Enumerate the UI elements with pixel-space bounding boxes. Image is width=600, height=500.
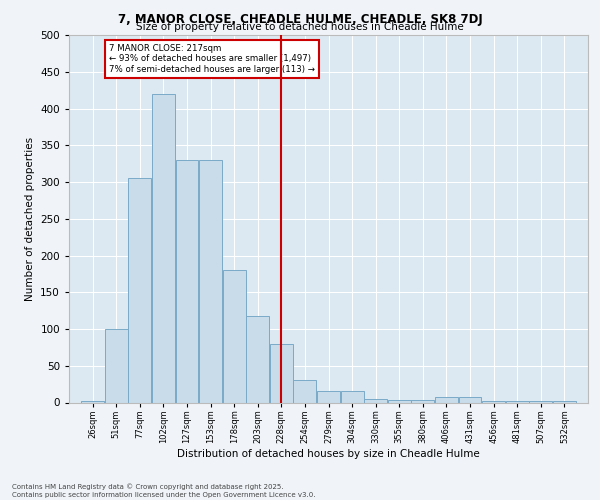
Bar (364, 399, 387, 402)
Bar (317, 390, 340, 402)
Bar (81, 401, 104, 402)
Bar (128, 178, 151, 402)
Text: 7 MANOR CLOSE: 217sqm
← 93% of detached houses are smaller (1,497)
7% of semi-de: 7 MANOR CLOSE: 217sqm ← 93% of detached … (109, 44, 315, 74)
Bar (553, 401, 576, 402)
Bar (458, 398, 481, 402)
Bar (529, 401, 552, 402)
Bar (270, 344, 293, 402)
Bar (341, 390, 364, 402)
Bar (176, 160, 199, 402)
Bar (152, 94, 175, 402)
Text: Contains HM Land Registry data © Crown copyright and database right 2025.
Contai: Contains HM Land Registry data © Crown c… (12, 484, 316, 498)
Bar (223, 270, 245, 402)
Bar (506, 401, 529, 402)
Text: Size of property relative to detached houses in Cheadle Hulme: Size of property relative to detached ho… (136, 22, 464, 32)
Bar (435, 398, 458, 402)
Text: 7, MANOR CLOSE, CHEADLE HULME, CHEADLE, SK8 7DJ: 7, MANOR CLOSE, CHEADLE HULME, CHEADLE, … (118, 12, 482, 26)
Bar (482, 401, 505, 402)
Bar (293, 380, 316, 402)
Bar (412, 400, 434, 402)
X-axis label: Distribution of detached houses by size in Cheadle Hulme: Distribution of detached houses by size … (177, 449, 480, 459)
Bar (105, 329, 128, 402)
Bar (246, 316, 269, 402)
Y-axis label: Number of detached properties: Number of detached properties (25, 136, 35, 301)
Bar (388, 400, 411, 402)
Bar (199, 160, 222, 402)
